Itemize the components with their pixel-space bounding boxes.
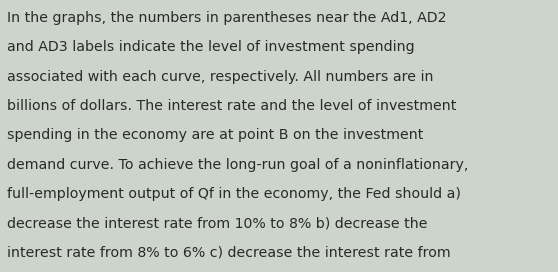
Text: spending in the economy are at point B on the investment: spending in the economy are at point B o… [7, 128, 423, 142]
Text: full-employment output of Qf in the economy, the Fed should a): full-employment output of Qf in the econ… [7, 187, 460, 201]
Text: interest rate from 8% to 6% c) decrease the interest rate from: interest rate from 8% to 6% c) decrease … [7, 246, 450, 260]
Text: billions of dollars. The interest rate and the level of investment: billions of dollars. The interest rate a… [7, 99, 456, 113]
Text: associated with each curve, respectively. All numbers are in: associated with each curve, respectively… [7, 70, 433, 84]
Text: In the graphs, the numbers in parentheses near the Ad1, AD2: In the graphs, the numbers in parenthese… [7, 11, 446, 25]
Text: demand curve. To achieve the long-run goal of a noninflationary,: demand curve. To achieve the long-run go… [7, 158, 468, 172]
Text: decrease the interest rate from 10% to 8% b) decrease the: decrease the interest rate from 10% to 8… [7, 217, 427, 230]
Text: and AD3 labels indicate the level of investment spending: and AD3 labels indicate the level of inv… [7, 40, 415, 54]
